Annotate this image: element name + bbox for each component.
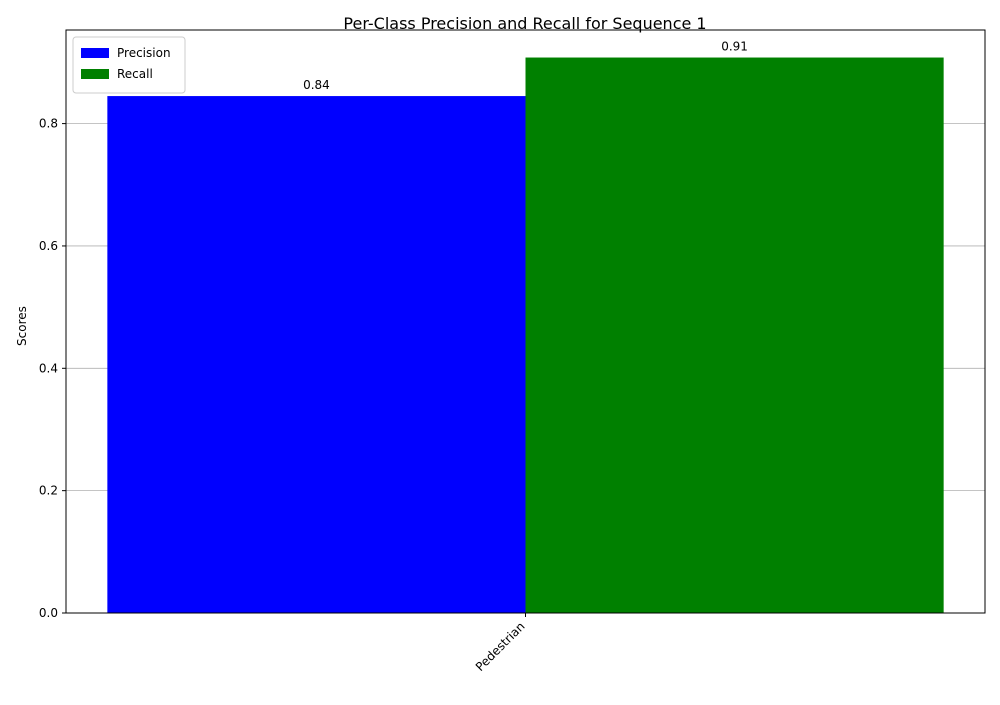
y-tick-label: 0.0 <box>39 606 58 620</box>
y-tick-label: 0.8 <box>39 117 58 131</box>
legend: Precision Recall <box>72 36 186 94</box>
y-tick-label: 0.4 <box>39 361 58 375</box>
bar-recall <box>525 57 944 613</box>
y-axis-ticks: 0.0 0.2 0.4 0.6 0.8 <box>39 117 66 620</box>
bar-precision <box>107 96 526 613</box>
bars <box>107 57 944 613</box>
bar-value-label-precision: 0.84 <box>303 78 330 92</box>
legend-label-precision: Precision <box>117 46 171 60</box>
y-axis-label: Scores <box>15 306 29 346</box>
legend-swatch-precision <box>81 48 109 58</box>
y-tick-label: 0.6 <box>39 239 58 253</box>
legend-swatch-recall <box>81 69 109 79</box>
legend-label-recall: Recall <box>117 67 153 81</box>
chart-title: Per-Class Precision and Recall for Seque… <box>343 14 706 33</box>
bar-value-label-recall: 0.91 <box>721 40 748 54</box>
bar-value-labels: 0.84 0.91 <box>303 40 748 93</box>
y-tick-label: 0.2 <box>39 484 58 498</box>
